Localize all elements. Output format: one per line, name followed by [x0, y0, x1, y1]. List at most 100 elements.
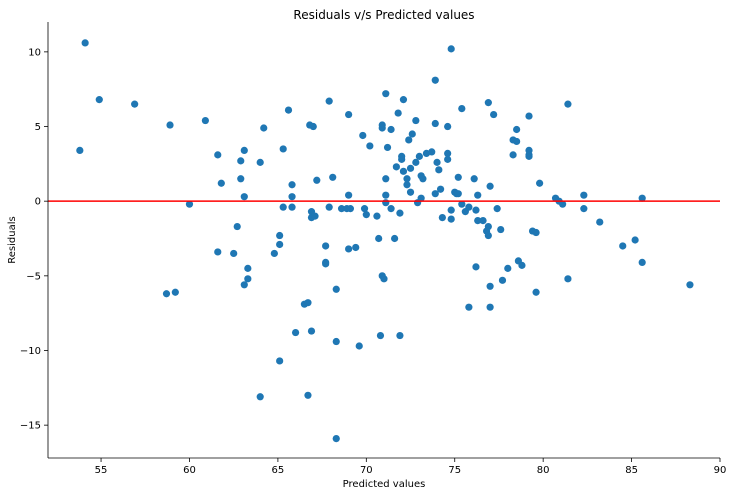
data-point [260, 124, 268, 132]
data-point [201, 116, 209, 125]
data-point [359, 131, 367, 140]
data-point [214, 248, 222, 256]
data-point [525, 151, 533, 159]
data-point [380, 275, 388, 283]
data-point [304, 299, 312, 307]
data-point [171, 288, 179, 296]
data-point [564, 100, 572, 108]
data-point [383, 143, 392, 152]
data-point [484, 99, 492, 107]
x-tick-label: 75 [448, 465, 461, 476]
data-point [525, 112, 533, 120]
data-point [309, 122, 317, 131]
data-point [438, 214, 446, 222]
data-point [580, 191, 588, 199]
data-point [366, 142, 374, 150]
data-point [596, 218, 604, 226]
points-layer [76, 39, 694, 443]
data-point [382, 199, 390, 207]
data-point [284, 106, 293, 114]
data-point [307, 327, 316, 335]
data-point [162, 290, 171, 298]
data-point [403, 181, 411, 189]
data-point [458, 105, 466, 113]
data-point [237, 175, 245, 183]
data-point [185, 200, 194, 208]
x-tick-label: 60 [183, 465, 196, 476]
data-point [436, 185, 445, 193]
data-point [497, 225, 505, 234]
data-point [509, 151, 517, 159]
data-point [244, 264, 252, 272]
y-tick-label: 5 [35, 122, 41, 133]
data-point [382, 175, 390, 183]
data-point [486, 303, 494, 311]
data-point [332, 434, 340, 443]
data-point [435, 166, 443, 174]
data-point [580, 205, 588, 213]
data-point [391, 234, 399, 243]
data-point [387, 125, 395, 134]
data-point [406, 164, 415, 172]
x-tick-label: 80 [537, 465, 550, 476]
data-point [387, 205, 395, 213]
data-point [288, 203, 296, 211]
data-point [345, 191, 353, 199]
data-point [81, 39, 89, 47]
data-point [288, 193, 296, 201]
data-point [447, 45, 455, 53]
data-point [532, 288, 540, 296]
data-point [279, 145, 287, 153]
data-point [291, 328, 300, 337]
data-point [405, 136, 413, 144]
y-tick-label: −15 [20, 421, 41, 432]
data-point [472, 263, 480, 271]
data-point [454, 190, 462, 198]
data-point [214, 151, 222, 159]
data-point [619, 242, 627, 250]
x-tick-label: 70 [360, 465, 373, 476]
data-point [166, 121, 174, 129]
data-point [686, 281, 694, 289]
data-point [638, 194, 646, 202]
data-point [472, 206, 480, 214]
data-point [256, 393, 264, 401]
data-point [470, 175, 478, 183]
data-point [376, 331, 385, 340]
data-point [490, 110, 498, 119]
data-point [431, 190, 439, 198]
data-point [444, 122, 452, 131]
x-tick-label: 85 [625, 465, 638, 476]
x-axis-ticks: 55 60 65 70 75 80 85 90 [95, 458, 726, 476]
data-point [513, 125, 521, 134]
data-point [454, 173, 462, 181]
data-point [332, 337, 340, 346]
data-point [559, 200, 567, 208]
data-point [513, 137, 521, 146]
data-point [345, 110, 353, 119]
data-point [447, 215, 455, 223]
data-point [415, 152, 423, 160]
data-point [398, 155, 406, 163]
data-point [329, 173, 337, 181]
data-point [504, 264, 512, 272]
data-point [240, 281, 248, 289]
data-point [479, 216, 487, 225]
y-tick-label: 0 [35, 197, 41, 208]
y-tick-label: −5 [26, 271, 41, 282]
data-point [399, 96, 408, 104]
data-point [325, 97, 333, 105]
data-point [465, 303, 473, 311]
data-point [240, 146, 248, 155]
data-point [373, 212, 381, 220]
data-point [360, 205, 369, 213]
data-point [217, 179, 225, 187]
data-point [240, 193, 248, 201]
data-point [419, 175, 427, 183]
data-point [493, 205, 501, 213]
data-point [355, 342, 363, 350]
data-point [518, 261, 526, 269]
data-point [237, 157, 245, 165]
data-point [304, 391, 312, 399]
data-point [230, 249, 238, 258]
